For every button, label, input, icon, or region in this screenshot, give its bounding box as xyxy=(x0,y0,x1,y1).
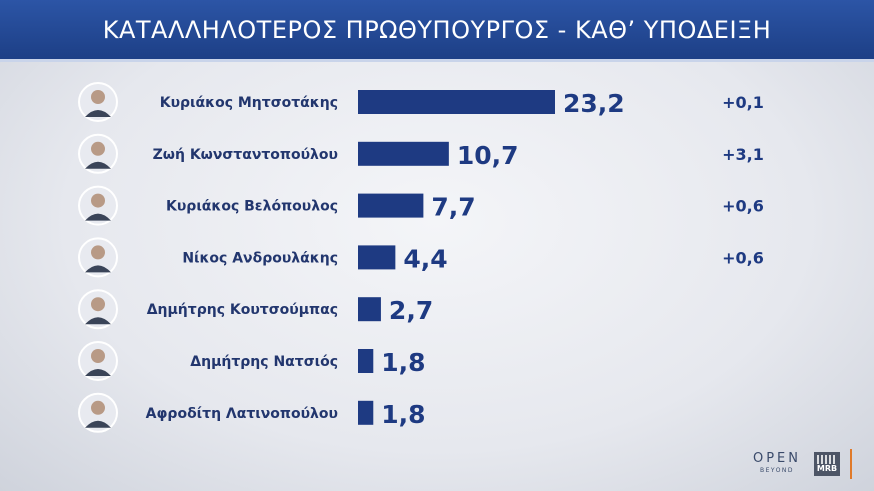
header-banner: ΚΑΤΑΛΛΗΛΟΤΕΡΟΣ ΠΡΩΘΥΠΟΥΡΓΟΣ - ΚΑΘ’ ΥΠΟΔΕ… xyxy=(0,0,874,62)
change-label: +0,6 xyxy=(722,197,764,216)
value-label: 2,7 xyxy=(389,296,433,325)
chart-title: ΚΑΤΑΛΛΗΛΟΤΕΡΟΣ ΠΡΩΘΥΠΟΥΡΓΟΣ - ΚΑΘ’ ΥΠΟΔΕ… xyxy=(102,16,772,44)
bar xyxy=(358,400,374,425)
candidate-avatar xyxy=(78,237,118,278)
candidate-name-label: Δημήτρης Κουτσούμπας xyxy=(147,302,338,318)
bar xyxy=(358,349,374,373)
logo-open-text: OPEN xyxy=(752,451,801,466)
logo-mrb-text: MRB xyxy=(816,464,838,473)
bar xyxy=(358,297,381,322)
open-beyond-logo: OPEN BEYOND xyxy=(752,451,802,474)
bar xyxy=(358,90,555,114)
change-label: +0,1 xyxy=(722,93,764,112)
logo-divider xyxy=(850,449,852,479)
bar xyxy=(358,141,449,166)
value-label: 1,8 xyxy=(381,400,425,429)
change-label: +3,1 xyxy=(722,145,764,164)
value-label: 7,7 xyxy=(431,193,475,222)
value-label: 4,4 xyxy=(403,244,447,273)
value-label: 10,7 xyxy=(457,141,519,170)
bar xyxy=(358,245,396,270)
candidate-avatar xyxy=(78,133,118,174)
candidate-avatar xyxy=(78,289,118,330)
candidate-avatar xyxy=(78,82,118,122)
candidate-avatar xyxy=(78,341,118,381)
candidate-avatar xyxy=(78,392,118,433)
bar xyxy=(358,193,424,218)
candidate-avatar xyxy=(78,185,118,226)
value-label: 23,2 xyxy=(563,89,625,118)
mrb-logo: MRB xyxy=(814,452,840,476)
candidate-name-label: Νίκος Ανδρουλάκης xyxy=(182,250,338,266)
value-label: 1,8 xyxy=(381,348,425,377)
candidate-name-label: Ζωή Κωνσταντοπούλου xyxy=(153,147,338,163)
candidate-name-label: Κυριάκος Μητσοτάκης xyxy=(160,95,338,111)
change-label: +0,6 xyxy=(722,248,764,267)
candidate-name-label: Κυριάκος Βελόπουλος xyxy=(166,199,338,215)
logo-open-subtext: BEYOND xyxy=(759,467,795,474)
candidate-name-label: Αφροδίτη Λατινοπούλου xyxy=(146,406,338,422)
candidate-name-label: Δημήτρης Νατσιός xyxy=(190,354,338,370)
